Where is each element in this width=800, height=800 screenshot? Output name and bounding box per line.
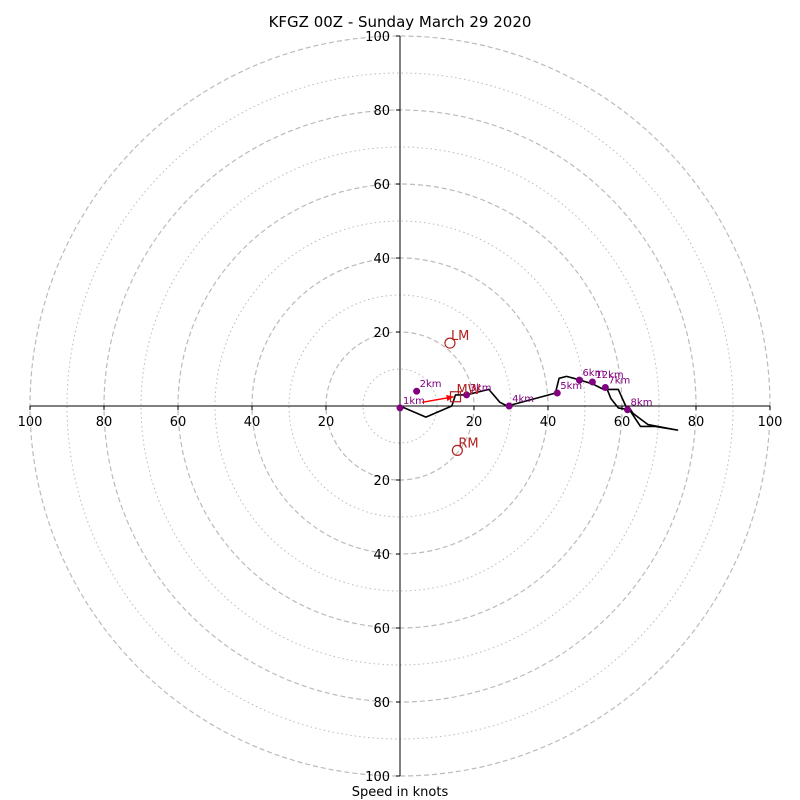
storm-motion-markers: MW LM RM — [422, 329, 481, 456]
tick-label: 60 — [373, 178, 390, 193]
tick-labels: 20 20 20 20 40 40 40 40 60 60 60 60 80 80 80 80 100 100 10… — [18, 30, 783, 785]
height-label-6km: 6km — [582, 368, 604, 379]
height-marker-1km — [396, 404, 404, 412]
tick-label: 20 — [318, 415, 335, 430]
chart-title: KFGZ 00Z - Sunday March 29 2020 — [269, 13, 532, 31]
tick-label: 60 — [170, 415, 187, 430]
height-label-1km: 1km — [403, 396, 425, 407]
height-label-4km: 4km — [512, 394, 534, 405]
tick-label: 100 — [365, 30, 390, 45]
tick-label: 40 — [373, 548, 390, 563]
height-marker-3km — [463, 391, 471, 399]
x-axis-label: Speed in knots — [352, 785, 449, 800]
tick-label: 80 — [373, 104, 390, 119]
tick-label: 20 — [373, 326, 390, 341]
tick-label: 40 — [244, 415, 261, 430]
tick-label: 100 — [758, 415, 783, 430]
hodograph-trace — [399, 375, 679, 431]
mean-wind-marker — [449, 391, 462, 403]
height-marker-12km — [588, 378, 596, 386]
height-label-2km: 2km — [420, 379, 442, 390]
height-marker-4km — [505, 402, 513, 410]
tick-label: 20 — [373, 474, 390, 489]
height-marker-5km — [553, 389, 561, 397]
left-mover-label: LM — [451, 329, 469, 344]
tick-label: 100 — [18, 415, 43, 430]
height-marker-7km — [601, 384, 609, 391]
tick-label: 80 — [373, 696, 390, 711]
height-label-12km: 12km — [595, 370, 623, 381]
hodograph-line — [399, 375, 679, 431]
height-label-5km: 5km — [560, 381, 582, 392]
tick-label: 100 — [365, 770, 390, 785]
mean-wind-label: MW — [457, 383, 481, 398]
tick-label: 80 — [96, 415, 113, 430]
tick-label: 20 — [466, 415, 483, 430]
height-label-7km: 7km — [608, 376, 630, 387]
right-mover-label: RM — [458, 436, 478, 451]
height-label-8km: 8km — [631, 398, 653, 409]
height-marker-2km — [413, 387, 421, 395]
tick-label: 60 — [614, 415, 631, 430]
height-marker-8km — [624, 406, 632, 414]
tick-label: 80 — [688, 415, 705, 430]
height-marker-6km — [575, 376, 583, 384]
tick-label: 40 — [373, 252, 390, 267]
height-label-3km: 3km — [470, 383, 492, 394]
left-mover-marker — [444, 337, 456, 349]
tick-label: 60 — [373, 622, 390, 637]
right-mover-marker — [451, 444, 463, 456]
tick-label: 40 — [540, 415, 557, 430]
